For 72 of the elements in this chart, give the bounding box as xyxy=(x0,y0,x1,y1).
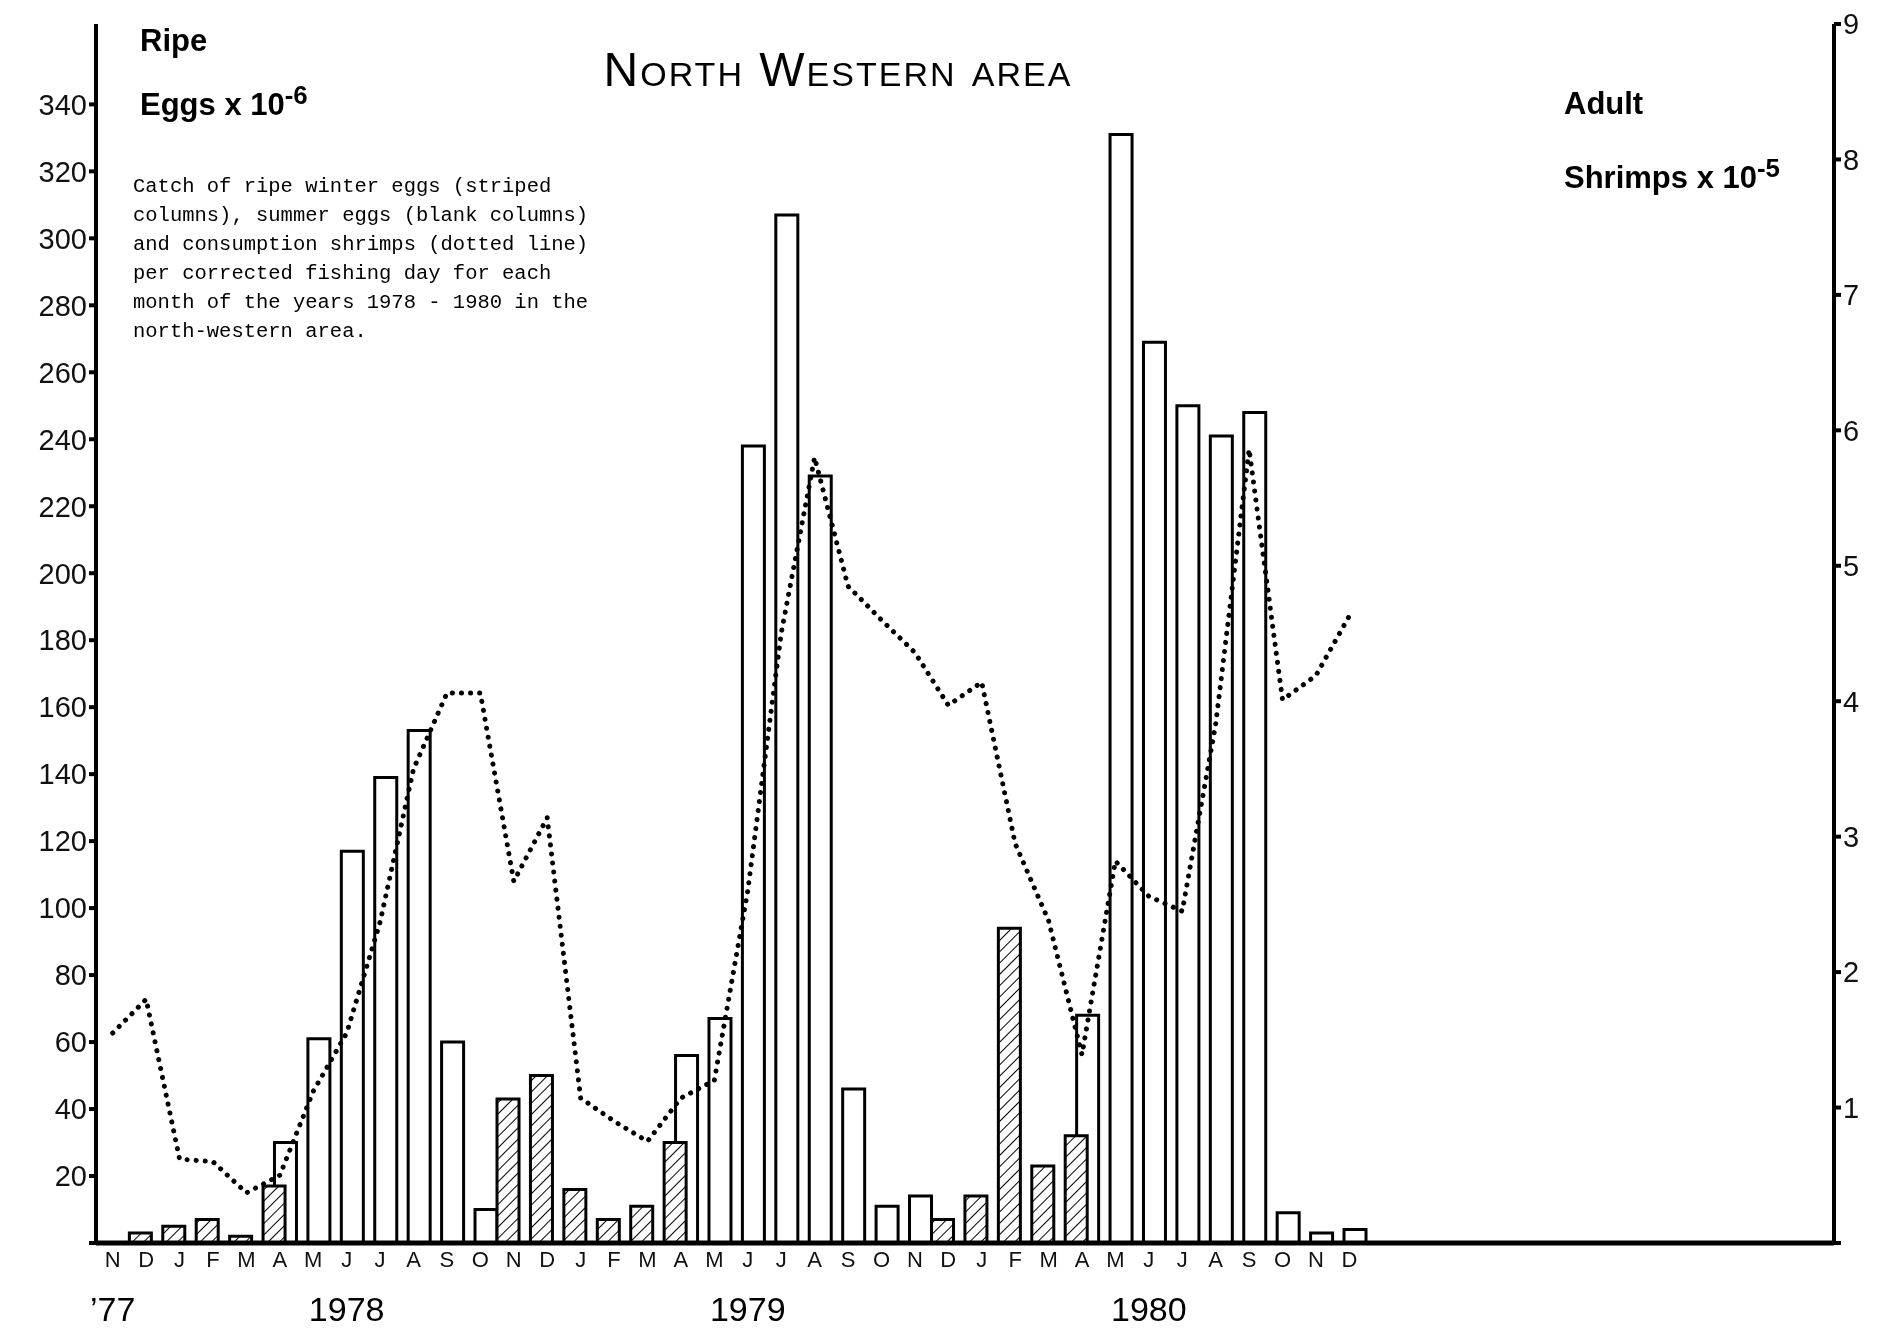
x-tick-label: N xyxy=(104,1246,121,1272)
y-tick-label: 320 xyxy=(38,155,87,188)
x-tick-label: J xyxy=(742,1246,754,1272)
x-tick-label: J xyxy=(1176,1246,1188,1272)
x-tick-label: F xyxy=(206,1246,220,1272)
y2-tick-label: 2 xyxy=(1843,956,1860,989)
x-tick-label: D xyxy=(1341,1246,1358,1272)
chart-title: North Western area xyxy=(603,43,1073,96)
x-tick-label: A xyxy=(673,1246,689,1272)
x-tick-label: D xyxy=(539,1246,556,1272)
x-tick-label: S xyxy=(840,1246,856,1272)
y-tick-label: 100 xyxy=(38,892,87,925)
text: ’77 xyxy=(89,1290,137,1329)
x-tick-label: D xyxy=(940,1246,957,1272)
x-tick-label: J xyxy=(374,1246,386,1272)
x-tick-label: D xyxy=(138,1246,155,1272)
text: 1979 xyxy=(708,1290,787,1329)
x-tick-label: J xyxy=(341,1246,353,1272)
x-tick-label: F xyxy=(607,1246,621,1272)
x-tick-label: S xyxy=(1241,1246,1257,1272)
y-tick-label: 40 xyxy=(54,1093,87,1126)
x-tick-label: F xyxy=(1008,1246,1022,1272)
text: 1980 xyxy=(1110,1290,1188,1329)
text: 1978 xyxy=(307,1290,386,1329)
x-tick-label: M xyxy=(304,1246,323,1272)
y-tick-label: 80 xyxy=(54,959,87,992)
x-tick-label: J xyxy=(775,1246,787,1272)
x-tick-label: A xyxy=(272,1246,288,1272)
y2-tick-label: 8 xyxy=(1843,143,1860,176)
x-tick-label: J xyxy=(1143,1246,1155,1272)
y-tick-label: 220 xyxy=(38,490,87,523)
x-tick-label: J xyxy=(174,1246,186,1272)
x-tick-label: A xyxy=(1208,1246,1224,1272)
x-tick-label: N xyxy=(505,1246,522,1272)
x-tick-label: A xyxy=(406,1246,422,1272)
x-tick-label: J xyxy=(575,1246,587,1272)
x-tick-label: A xyxy=(807,1246,823,1272)
y2-tick-label: 1 xyxy=(1843,1091,1860,1124)
annotation: Catch of ripe winter eggs (striped columns), summer eggs (blank columns) and consumption shrimps (dotted line) per corrected fishing day for each month of the years 1978 - 1980 in the north-western area. xyxy=(133,174,589,345)
y-tick-label: 180 xyxy=(38,624,87,657)
y-tick-label: 260 xyxy=(38,356,87,389)
x-tick-label: O xyxy=(1273,1246,1292,1272)
text: Adult Shrimps x 10$^{-5}$ xyxy=(1564,86,1780,196)
y-axis-title: Ripe Eggs x 10$^{-6}$ xyxy=(140,22,308,125)
x-tick-label: M xyxy=(1106,1246,1125,1272)
x-tick-label: M xyxy=(237,1246,256,1272)
x-tick-label: M xyxy=(1039,1246,1058,1272)
y-tick-label: 20 xyxy=(54,1160,87,1193)
x-tick-label: M xyxy=(705,1246,724,1272)
x-tick-label: J xyxy=(976,1246,988,1272)
y2-tick-label: 5 xyxy=(1843,550,1860,583)
x-tick-label: A xyxy=(1074,1246,1090,1272)
y2-tick-label: 3 xyxy=(1843,820,1860,853)
x-tick-label: S xyxy=(439,1246,455,1272)
x-tick-label: N xyxy=(1308,1246,1324,1272)
y2-tick-label: 7 xyxy=(1843,279,1860,312)
y-tick-label: 120 xyxy=(38,825,87,858)
x-tick-label: M xyxy=(638,1246,657,1272)
y-tick-label: 160 xyxy=(38,691,87,724)
y2-tick-label: 9 xyxy=(1843,8,1860,41)
y-tick-label: 340 xyxy=(38,88,87,121)
y2-tick-label: 4 xyxy=(1843,685,1860,718)
y-tick-label: 280 xyxy=(38,289,87,322)
y-tick-label: 300 xyxy=(38,222,87,255)
x-tick-label: O xyxy=(471,1246,489,1272)
y-tick-label: 140 xyxy=(38,758,87,791)
x-tick-label: O xyxy=(872,1246,890,1272)
y2-tick-label: 6 xyxy=(1843,414,1860,447)
y-tick-label: 240 xyxy=(38,423,87,456)
y-tick-label: 60 xyxy=(54,1026,87,1059)
x-tick-label: N xyxy=(906,1246,923,1272)
y-tick-label: 200 xyxy=(38,557,87,590)
